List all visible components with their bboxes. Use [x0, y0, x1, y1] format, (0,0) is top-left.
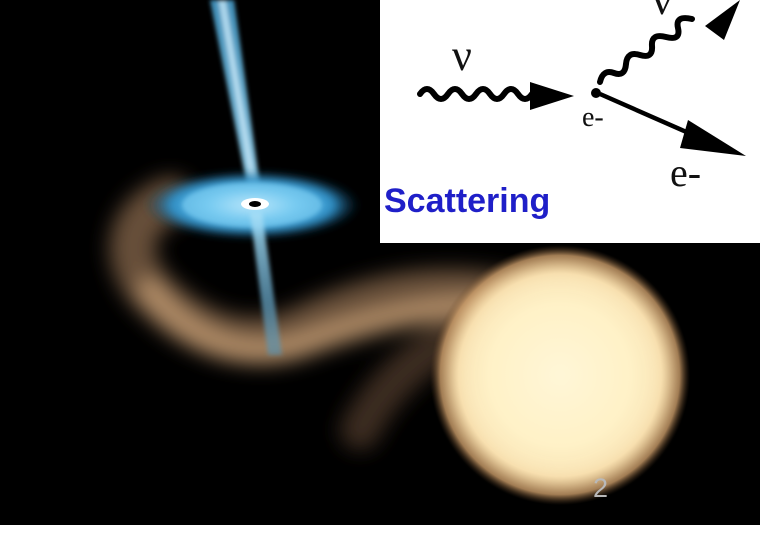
outgoing-electron-line	[599, 91, 701, 141]
x-ray-binary-illustration	[109, 0, 690, 505]
upper-jet	[210, 0, 262, 200]
outgoing-neutrino-label: ν	[652, 0, 672, 24]
scattering-caption: Scattering	[384, 182, 551, 220]
outgoing-neutrino-arrowhead	[705, 0, 740, 40]
target-electron-label: e-	[582, 102, 604, 133]
incoming-neutrino-line	[417, 86, 535, 102]
incoming-arrowhead	[530, 82, 574, 110]
interaction-vertex	[591, 88, 601, 98]
scattering-diagram-panel: ν ν e- e-	[380, 0, 760, 243]
accretion-disk	[144, 171, 360, 239]
incoming-neutrino-label: ν	[452, 31, 472, 80]
outgoing-neutrino-line	[597, 15, 695, 85]
page-number: 2	[593, 473, 609, 503]
feynman-diagram: ν ν e- e-	[417, 0, 746, 195]
lower-jet	[250, 212, 282, 355]
outgoing-electron-label: e-	[670, 150, 701, 195]
outgoing-electron-arrowhead	[680, 120, 746, 156]
